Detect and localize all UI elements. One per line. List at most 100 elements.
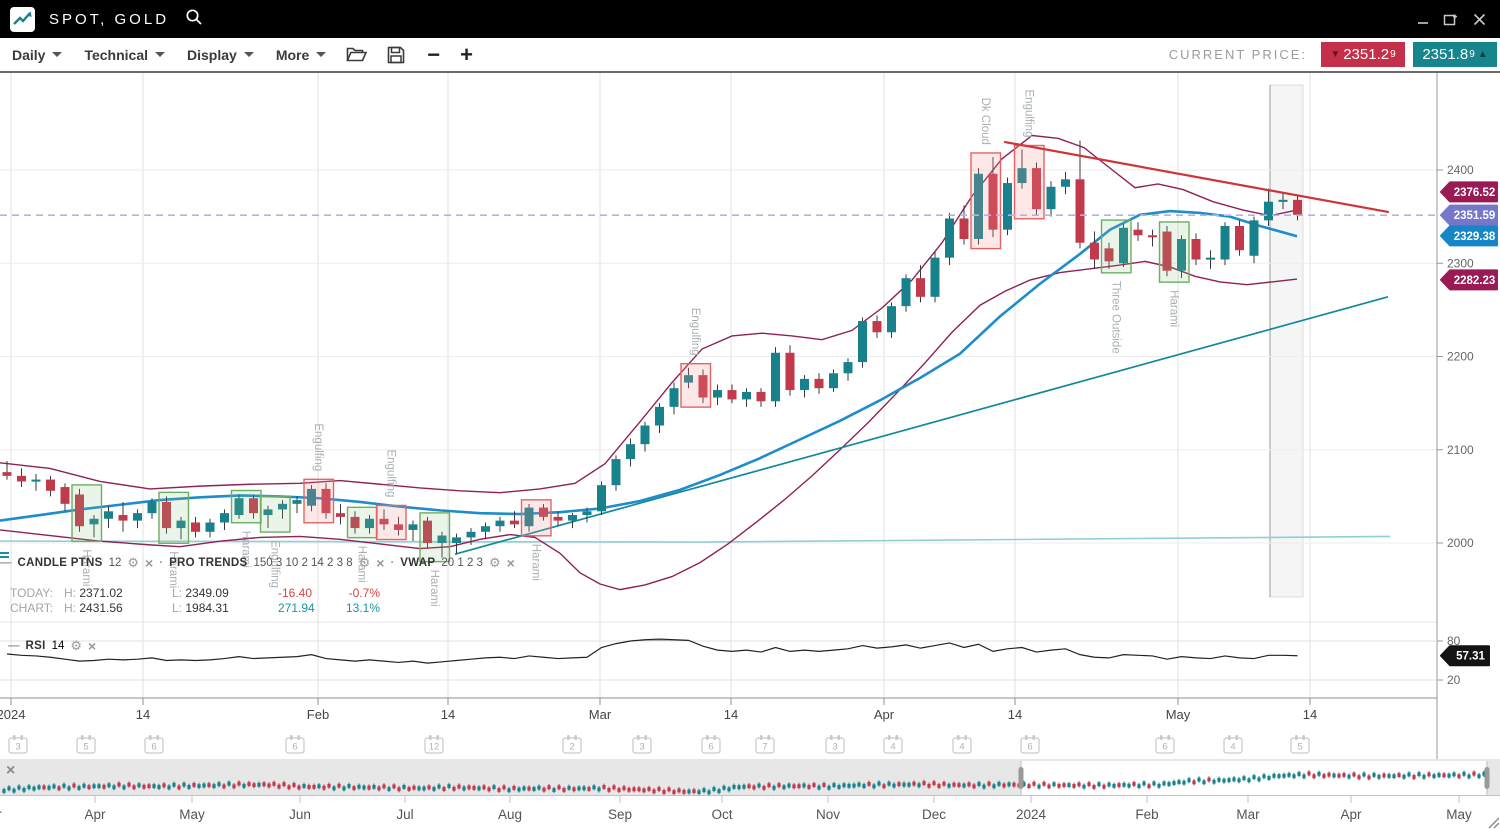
calendar-icon[interactable] [424, 737, 444, 754]
calendar-icon[interactable] [952, 737, 972, 754]
candle-body [684, 375, 693, 383]
vwap-line-swatch [0, 552, 9, 560]
candle-body [553, 516, 563, 521]
candle-body [104, 511, 113, 519]
calendar-icon[interactable] [755, 737, 775, 754]
search-icon[interactable] [185, 8, 203, 31]
calendar-ring [1295, 735, 1298, 740]
zoom-in-button[interactable]: + [460, 41, 473, 67]
gear-icon[interactable]: ⚙ [358, 555, 371, 571]
calendar-count: 6 [1027, 742, 1032, 753]
mini-candle [297, 785, 301, 790]
calendar-icon[interactable] [285, 737, 305, 754]
price-badge [1440, 204, 1498, 226]
minimize-button[interactable] [1414, 10, 1432, 28]
navigator-close-icon[interactable]: × [6, 762, 16, 779]
mini-candle [1327, 772, 1331, 777]
menu-technical[interactable]: Technical [84, 47, 166, 63]
resize-grip[interactable] [1488, 817, 1500, 829]
mini-candle [607, 787, 611, 792]
mini-candle [1382, 773, 1386, 778]
remove-indicator-icon[interactable]: × [145, 554, 154, 571]
mini-candle [727, 787, 731, 792]
mini-candle [462, 786, 466, 791]
mini-candle [842, 783, 846, 788]
calendar-icon[interactable] [701, 737, 721, 754]
candle-body [1249, 220, 1259, 256]
mini-candle [427, 785, 431, 790]
calendar-ring [1160, 735, 1163, 740]
mini-candle [232, 784, 236, 789]
date-axis-label: 14 [1303, 707, 1317, 722]
mini-candle [1042, 781, 1046, 786]
remove-indicator-icon[interactable]: × [506, 554, 515, 571]
open-folder-icon[interactable] [346, 46, 368, 63]
pattern-box [1158, 221, 1190, 283]
mini-candle [687, 789, 691, 794]
candle-body [60, 487, 70, 504]
calendar-icon[interactable] [76, 737, 96, 754]
candle-body [1090, 242, 1099, 260]
candle-body [89, 518, 99, 525]
mini-candle [972, 784, 976, 789]
navigator-month-label: Jun [289, 807, 311, 822]
mini-candle [1222, 778, 1226, 783]
calendar-icon[interactable] [1223, 737, 1243, 754]
candle-body [1220, 225, 1230, 260]
mini-candle [342, 786, 346, 791]
candle-body [887, 306, 896, 333]
candle-body [220, 513, 229, 523]
mini-candle [572, 787, 576, 792]
candle-body [959, 218, 969, 240]
candle-body [611, 459, 621, 486]
pattern-label: Three Outside [1109, 281, 1121, 354]
chevron-down-icon [155, 52, 166, 57]
mini-candle [492, 785, 496, 790]
calendar-icon[interactable] [1020, 737, 1040, 754]
mini-candle [1462, 771, 1466, 776]
date-axis-label: 2024 [0, 707, 25, 722]
calendar-ring [1032, 735, 1035, 740]
mini-candle [1092, 785, 1096, 789]
calendar-ring [149, 735, 152, 740]
mini-candle [1347, 774, 1351, 779]
mini-candle [847, 783, 851, 788]
popout-button[interactable] [1442, 10, 1460, 28]
mini-candle [1397, 773, 1401, 777]
candle-body [1191, 239, 1201, 260]
calendar-icon[interactable] [8, 737, 28, 754]
mini-candle [1322, 774, 1326, 778]
gear-icon[interactable]: ⚙ [127, 555, 140, 571]
rsi-value-badge [1440, 645, 1490, 667]
gear-icon[interactable]: ⚙ [70, 638, 83, 654]
remove-indicator-icon[interactable]: × [88, 637, 97, 654]
menu-display[interactable]: Display [187, 47, 254, 63]
menu-more[interactable]: More [276, 47, 327, 63]
navigator-dimmed-right[interactable] [1487, 761, 1500, 795]
mini-candle [857, 782, 861, 787]
close-button[interactable] [1470, 10, 1488, 28]
calendar-icon[interactable] [1290, 737, 1310, 754]
mini-candle [382, 784, 386, 789]
menu-daily[interactable]: Daily [12, 47, 63, 63]
navigator-right-handle[interactable] [1484, 767, 1490, 789]
calendar-icon[interactable] [1155, 737, 1175, 754]
calendar-icon[interactable] [562, 737, 582, 754]
calendar-icon[interactable] [632, 737, 652, 754]
zoom-out-button[interactable]: − [427, 41, 441, 67]
gear-icon[interactable]: ⚙ [488, 555, 501, 571]
calendar-icon[interactable] [883, 737, 903, 754]
remove-indicator-icon[interactable]: × [376, 554, 385, 571]
calendar-icon[interactable] [825, 737, 845, 754]
rsi-legend: — RSI 14 ⚙ × [8, 637, 97, 654]
calendar-icon[interactable] [144, 737, 164, 754]
navigator-left-handle[interactable] [1018, 767, 1024, 789]
mini-candle [722, 785, 726, 790]
mini-candle [337, 783, 341, 788]
save-icon[interactable] [387, 46, 405, 64]
resize-grip[interactable] [1493, 822, 1500, 829]
mini-candle [672, 790, 676, 794]
date-axis-label: Feb [307, 707, 329, 722]
candle-body [162, 501, 171, 529]
candle-body [452, 537, 461, 543]
